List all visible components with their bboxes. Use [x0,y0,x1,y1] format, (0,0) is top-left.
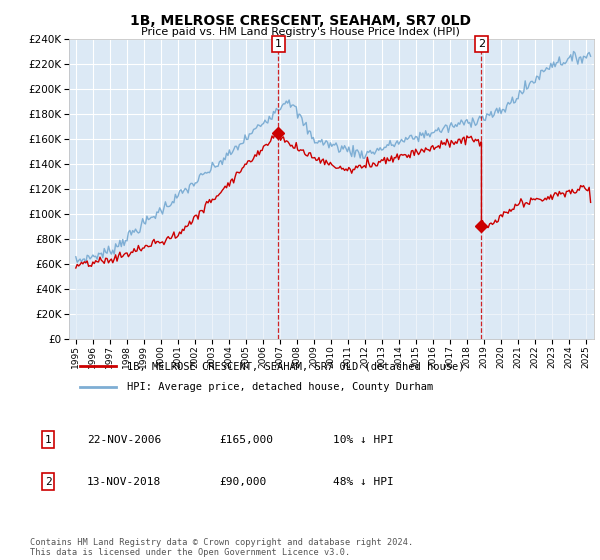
Text: 48% ↓ HPI: 48% ↓ HPI [333,477,394,487]
Text: HPI: Average price, detached house, County Durham: HPI: Average price, detached house, Coun… [127,382,433,392]
Text: 1: 1 [44,435,52,445]
Text: 1: 1 [275,39,282,49]
Text: £165,000: £165,000 [219,435,273,445]
Text: Price paid vs. HM Land Registry's House Price Index (HPI): Price paid vs. HM Land Registry's House … [140,27,460,37]
Text: 22-NOV-2006: 22-NOV-2006 [87,435,161,445]
Text: 1B, MELROSE CRESCENT, SEAHAM, SR7 0LD: 1B, MELROSE CRESCENT, SEAHAM, SR7 0LD [130,14,470,28]
Text: 2: 2 [44,477,52,487]
Text: 2: 2 [478,39,485,49]
Text: 13-NOV-2018: 13-NOV-2018 [87,477,161,487]
Text: 10% ↓ HPI: 10% ↓ HPI [333,435,394,445]
Text: Contains HM Land Registry data © Crown copyright and database right 2024.
This d: Contains HM Land Registry data © Crown c… [30,538,413,557]
Text: £90,000: £90,000 [219,477,266,487]
Text: 1B, MELROSE CRESCENT, SEAHAM, SR7 0LD (detached house): 1B, MELROSE CRESCENT, SEAHAM, SR7 0LD (d… [127,361,464,371]
